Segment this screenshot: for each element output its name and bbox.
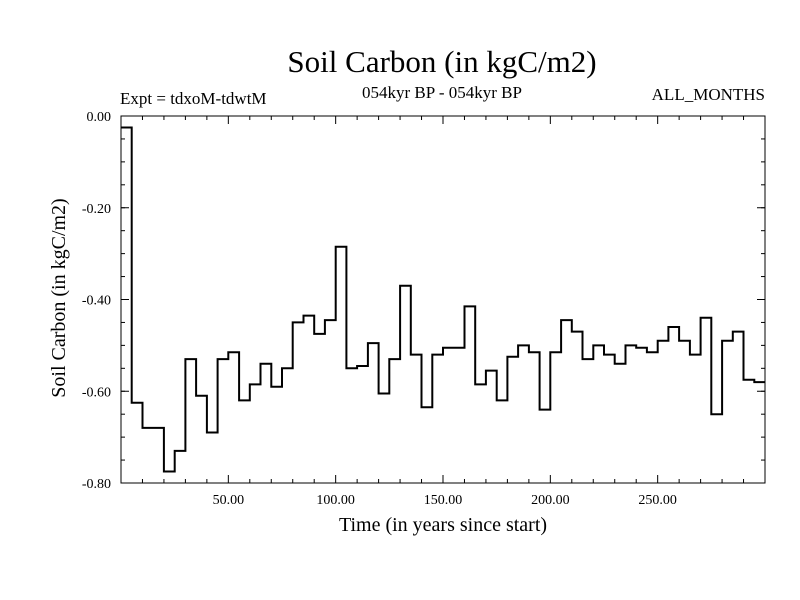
axis-tick-labels: 0.00 -0.20 -0.40 -0.60 -0.80 50.00 100.00 150.0…	[82, 110, 677, 508]
x-tick-label: 150.00	[424, 493, 463, 508]
y-tick-label: 0.00	[87, 110, 112, 125]
data-series-line	[121, 126, 765, 473]
y-tick-label: -0.40	[82, 294, 111, 309]
x-tick-label: 50.00	[213, 493, 245, 508]
y-tick-label: -0.60	[82, 385, 111, 400]
x-tick-label: 200.00	[531, 493, 570, 508]
y-tick-label: -0.80	[82, 477, 111, 492]
months-label: ALL_MONTHS	[651, 85, 765, 104]
axis-ticks	[121, 115, 765, 484]
experiment-label: Expt = tdxoM-tdwtM	[120, 89, 267, 108]
x-axis-label: Time (in years since start)	[338, 514, 548, 536]
period-label: 054kyr BP - 054kyr BP	[362, 83, 522, 102]
x-tick-label: 100.00	[316, 493, 355, 508]
chart-title: Soil Carbon (in kgC/m2)	[287, 44, 597, 79]
x-tick-label: 250.00	[638, 493, 677, 508]
y-tick-label: -0.20	[82, 202, 111, 217]
